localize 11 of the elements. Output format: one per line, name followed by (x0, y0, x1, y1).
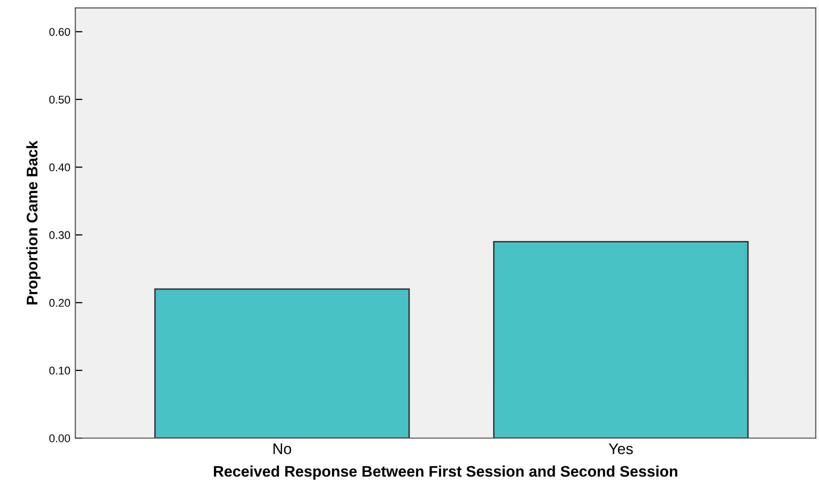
y-tick-label: 0.50 (49, 96, 70, 104)
x-tick-label: No (274, 444, 292, 454)
x-tick-label: Yes (608, 444, 633, 454)
y-tick-label: 0.60 (49, 28, 70, 36)
x-axis-title: Received Response Between First Session and Second Session (214, 466, 678, 480)
y-tick-label: 0.10 (49, 366, 70, 375)
y-tick-label: 0.20 (49, 298, 70, 307)
y-tick-label: 0.40 (49, 163, 70, 172)
y-tick-label: 0.30 (49, 231, 70, 240)
y-tick-label: 0.00 (49, 434, 70, 442)
y-axis-title: Proportion Came Back (26, 140, 41, 304)
